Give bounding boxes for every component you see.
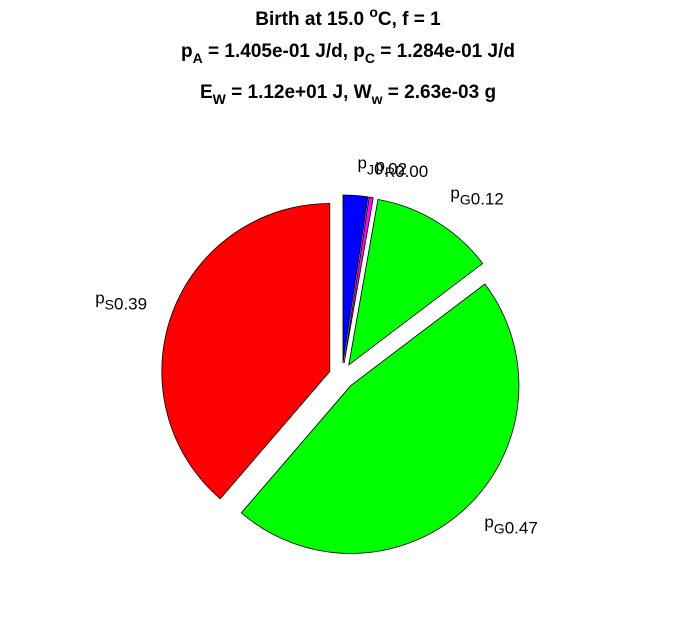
slice-label-name: p [376, 156, 385, 175]
slice-label-value: 0.39 [114, 295, 147, 314]
slice-label-value: 0.47 [505, 519, 538, 538]
pie-slice [348, 198, 484, 366]
slice-label: pG0.47 [484, 513, 537, 538]
title-part: Birth at 15.0 [255, 9, 369, 30]
slice-label: pS0.39 [95, 289, 147, 314]
chart-title: EW = 1.12e+01 J, Ww = 2.63e-03 g [200, 82, 496, 107]
pie-slice [343, 196, 374, 364]
slice-label-value: 0.00 [395, 162, 428, 181]
title-part: C, f = 1 [378, 9, 441, 30]
title-part: = 2.63e-03 g [383, 82, 497, 103]
pie-slice [342, 194, 369, 364]
slice-label: pG0.12 [450, 184, 503, 209]
title-part: o [369, 4, 378, 20]
slice-label-value: 0.12 [471, 190, 504, 209]
title-part: W [213, 91, 227, 107]
chart-title: Birth at 15.0 oC, f = 1 [255, 4, 441, 30]
slice-label-sub: G [460, 192, 471, 208]
pie-slice [240, 283, 520, 554]
title-part: p [181, 41, 193, 62]
slice-label-value: 0.02 [374, 160, 407, 179]
chart-title: pA = 1.405e-01 J/d, pC = 1.284e-01 J/d [181, 41, 515, 66]
slice-label-name: p [450, 184, 459, 203]
title-part: C [365, 50, 375, 66]
slice-label-sub: S [105, 297, 114, 313]
slice-label-sub: R [385, 164, 395, 180]
slice-label: pJ0.02 [358, 154, 408, 179]
title-part: = 1.405e-01 J/d, p [203, 41, 365, 62]
title-part: = 1.12e+01 J, W [226, 82, 372, 103]
title-part: E [200, 82, 213, 103]
title-part: w [371, 91, 383, 107]
slice-label-sub: J [367, 162, 374, 178]
slice-label: pR0.00 [376, 156, 429, 181]
pie-slice [161, 203, 331, 500]
slice-label-name: p [95, 289, 104, 308]
slice-label-sub: G [494, 521, 505, 537]
slice-label-name: p [358, 154, 367, 173]
slice-label-name: p [484, 513, 493, 532]
title-part: = 1.284e-01 J/d [375, 41, 515, 62]
title-part: A [193, 50, 203, 66]
